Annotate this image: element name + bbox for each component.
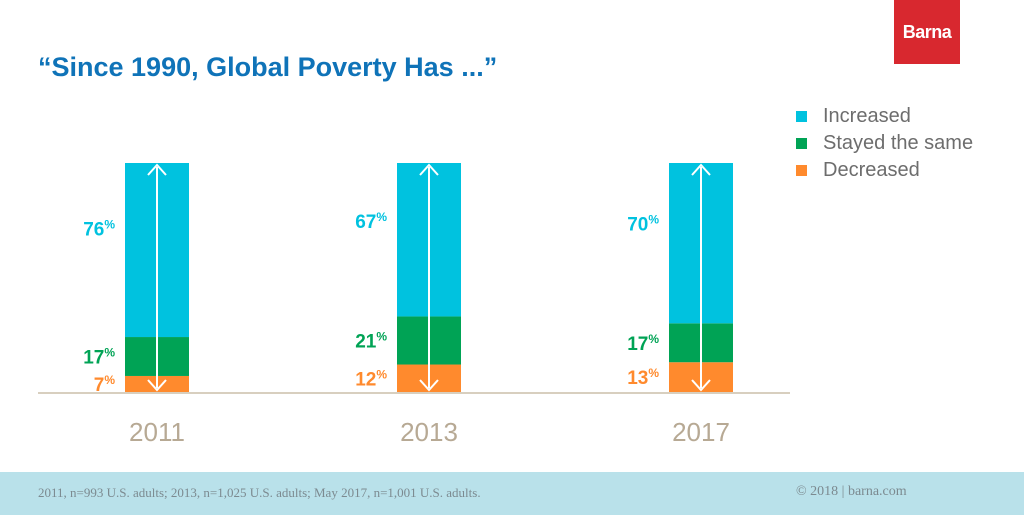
barna-logo: Barna [894,0,960,64]
legend: Increased Stayed the same Decreased [796,103,973,184]
legend-item-stayed-the-same: Stayed the same [796,130,973,157]
data-label-decreased-2013: 12% [355,367,387,390]
arrow-head-down-2011 [147,379,167,392]
arrow-head-up-2011 [147,163,167,176]
legend-swatch-increased [796,111,807,122]
legend-swatch-decreased [796,165,807,176]
legend-item-decreased: Decreased [796,157,973,184]
footer: 2011, n=993 U.S. adults; 2013, n=1,025 U… [0,472,1024,515]
data-label-stayed-the-same-2017: 17% [627,332,659,355]
legend-item-increased: Increased [796,103,973,130]
data-label-increased-2013: 67% [355,210,387,233]
stacked-bar-chart: 7% 17% 76% 2011 12% 21% 67% 2013 13% 17% 70% 2017 [38,163,790,447]
data-label-increased-2011: 76% [83,217,115,240]
arrow-head-down-2017 [691,379,711,392]
data-label-stayed-the-same-2011: 17% [83,346,115,369]
data-label-decreased-2017: 13% [627,366,659,389]
arrow-head-up-2017 [691,163,711,176]
legend-label: Increased [823,105,911,127]
legend-label: Decreased [823,159,920,181]
data-label-increased-2017: 70% [627,212,659,235]
arrow-head-up-2013 [419,163,439,176]
category-label-2017: 2017 [672,417,730,447]
copyright-credit: © 2018 | barna.com [796,484,907,499]
legend-swatch-stayed-the-same [796,138,807,149]
data-label-decreased-2011: 7% [94,373,116,396]
data-label-stayed-the-same-2013: 21% [355,329,387,352]
sample-size-note: 2011, n=993 U.S. adults; 2013, n=1,025 U… [38,485,481,500]
arrow-head-down-2013 [419,379,439,392]
category-label-2011: 2011 [129,417,185,447]
chart-title: “Since 1990, Global Poverty Has ...” [38,52,498,82]
category-label-2013: 2013 [400,417,458,447]
legend-label: Stayed the same [823,132,974,154]
